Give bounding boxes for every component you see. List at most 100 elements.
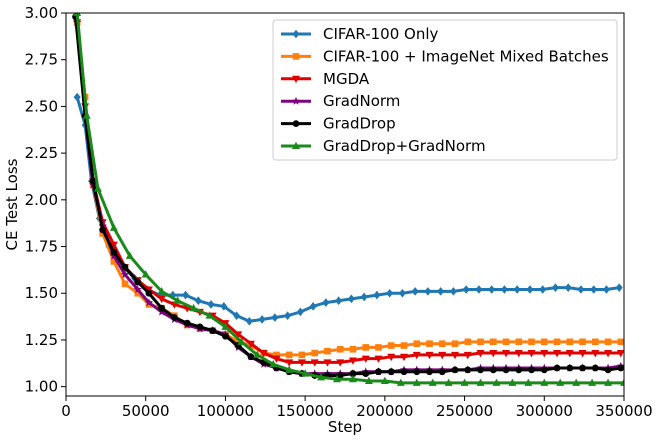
x-axis: 0 50000 100000 150000 200000 250000 300000 3500… (61, 396, 653, 420)
y-tick-label: 1.50 (25, 284, 58, 302)
data-point (590, 285, 598, 294)
legend-label: MGDA (323, 70, 370, 88)
data-point (396, 378, 405, 386)
data-point (602, 285, 610, 294)
y-tick-label: 1.75 (25, 238, 58, 256)
series-layer (72, 13, 624, 386)
y-axis: 1.00 1.25 1.50 1.75 2.00 2.25 2.50 2.75 3.00 (25, 4, 66, 396)
data-point (551, 283, 559, 292)
data-point (604, 378, 613, 386)
y-tick-label: 1.25 (25, 331, 58, 349)
data-point (591, 364, 599, 372)
legend-frame (272, 19, 618, 161)
y-tick-label: 2.25 (25, 144, 58, 162)
data-point (349, 370, 357, 377)
data-point (438, 340, 446, 347)
legend-entry: CIFAR-100 + ImageNet Mixed Batches (281, 47, 609, 65)
legend-entry: GradDrop (281, 115, 396, 133)
data-point (579, 364, 586, 372)
legend-label: GradDrop+GradNorm (323, 137, 486, 155)
data-point (444, 378, 453, 386)
data-point (125, 251, 134, 259)
legend-label: GradNorm (323, 92, 400, 110)
data-point (413, 340, 421, 347)
data-point (588, 378, 597, 386)
data-point (489, 338, 497, 346)
data-point (502, 350, 511, 358)
data-point (592, 338, 599, 346)
data-point (565, 350, 574, 358)
data-point (591, 350, 600, 358)
data-point (540, 378, 549, 386)
data-point (221, 322, 230, 330)
data-point (412, 378, 421, 386)
x-tick-label: 200000 (356, 402, 413, 420)
x-tick-label: 250000 (436, 402, 493, 420)
data-point (437, 287, 445, 296)
data-point (451, 351, 460, 360)
data-point (220, 302, 228, 311)
data-point (324, 347, 331, 355)
data-point (617, 364, 624, 372)
data-point (322, 298, 330, 307)
data-point (323, 359, 332, 367)
data-point (556, 378, 565, 386)
data-point (620, 378, 624, 386)
data-point (73, 92, 81, 102)
data-point (387, 368, 395, 376)
data-point (579, 338, 586, 346)
data-point (426, 340, 433, 347)
data-point (258, 315, 266, 324)
data-point (207, 300, 215, 309)
data-point (515, 338, 523, 346)
data-point (438, 368, 446, 376)
data-point (121, 280, 129, 288)
data-point (309, 302, 317, 311)
data-point (566, 338, 574, 346)
data-point (572, 378, 581, 386)
data-point (296, 307, 304, 317)
x-tick-label: 100000 (197, 402, 254, 420)
data-point (540, 366, 548, 374)
data-point (464, 338, 472, 346)
data-point (604, 350, 613, 358)
data-point (73, 13, 82, 16)
data-point (259, 350, 268, 358)
data-point (169, 290, 177, 300)
y-tick-label: 1.00 (25, 378, 58, 396)
data-point (247, 353, 255, 361)
data-point (553, 350, 562, 358)
legend: CIFAR-100 Only CIFAR-100 + ImageNet Mixed… (272, 19, 618, 161)
data-point (311, 349, 319, 357)
data-point (475, 285, 483, 294)
x-tick-label: 150000 (277, 402, 334, 420)
legend-entry: GradDrop+GradNorm (281, 137, 486, 155)
data-point (336, 345, 344, 353)
data-point (134, 278, 142, 286)
data-point (120, 270, 130, 279)
data-point (426, 368, 433, 376)
data-point (399, 353, 408, 362)
data-point (335, 296, 343, 306)
data-point (317, 373, 326, 381)
legend-label: CIFAR-100 + ImageNet Mixed Batches (323, 47, 609, 65)
data-point (364, 376, 373, 385)
data-point (233, 311, 241, 320)
data-point (428, 378, 437, 386)
data-point (375, 344, 382, 351)
data-point (222, 332, 229, 340)
y-tick-label: 2.00 (25, 191, 58, 209)
data-point (515, 366, 523, 374)
y-tick-label: 3.00 (25, 4, 58, 22)
data-point (109, 241, 118, 249)
data-point (348, 374, 357, 383)
data-point (183, 319, 191, 327)
data-point (333, 374, 342, 383)
data-point (173, 296, 182, 304)
data-point (513, 285, 521, 294)
legend-marker (292, 141, 300, 149)
data-point (349, 345, 357, 353)
data-point (566, 364, 574, 372)
data-point (577, 285, 585, 294)
